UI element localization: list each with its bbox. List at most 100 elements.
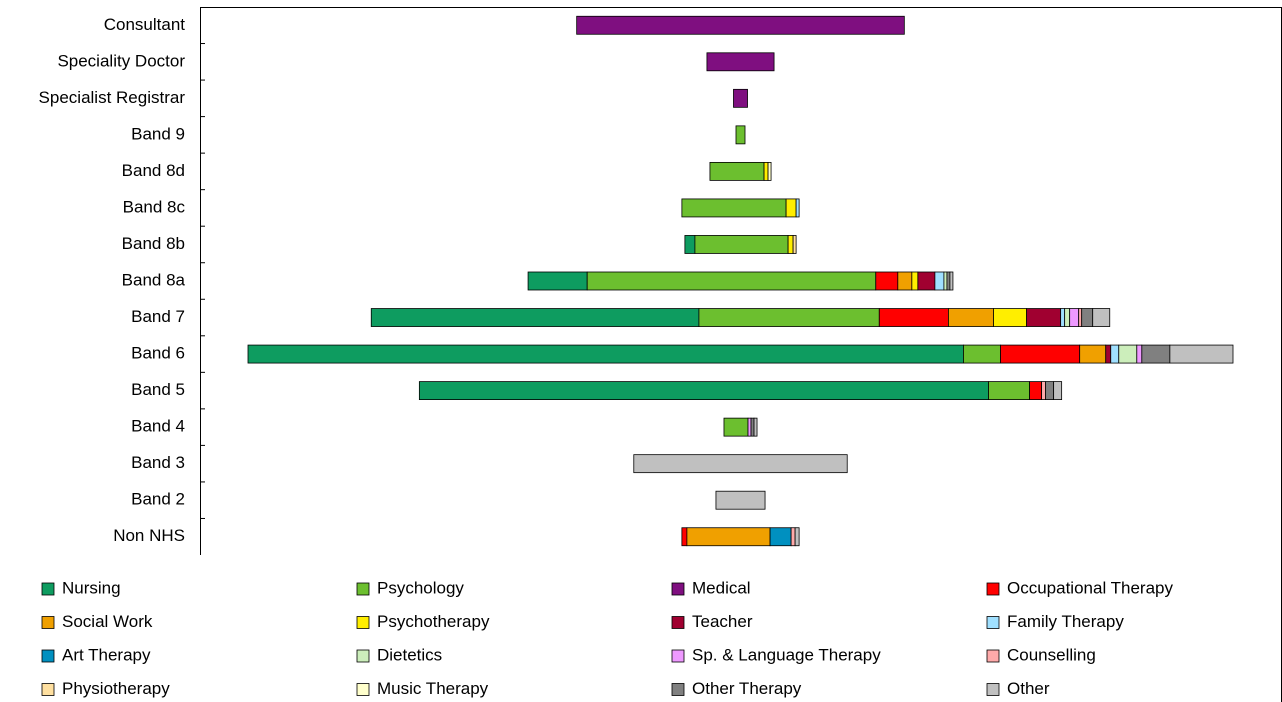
bar-segment bbox=[527, 271, 588, 291]
y-tick-label: Band 3 bbox=[131, 453, 185, 472]
legend-label: Social Work bbox=[62, 612, 153, 631]
y-tick-label: Band 5 bbox=[131, 380, 185, 399]
bar-segment bbox=[698, 308, 880, 327]
bar-segment bbox=[1064, 308, 1071, 327]
bar-segment bbox=[993, 308, 1027, 327]
legend-label: Music Therapy bbox=[377, 679, 489, 698]
legend-swatch bbox=[356, 683, 370, 696]
bar-segment bbox=[1041, 381, 1047, 401]
bar-segment bbox=[1105, 344, 1112, 364]
bar-segment bbox=[1078, 308, 1083, 327]
bar-segment bbox=[787, 235, 794, 254]
bar-segment bbox=[1069, 308, 1080, 327]
bar-segment bbox=[686, 527, 771, 547]
legend-label: Psychology bbox=[377, 578, 464, 597]
legend-swatch bbox=[671, 683, 685, 696]
bar-segment bbox=[706, 52, 775, 72]
y-tick-label: Band 9 bbox=[131, 124, 185, 143]
legend-swatch bbox=[671, 616, 685, 629]
y-tick-label: Non NHS bbox=[113, 526, 185, 545]
bar-segment bbox=[1000, 344, 1081, 364]
bar-segment bbox=[1136, 344, 1143, 364]
y-tick-label: Speciality Doctor bbox=[57, 51, 185, 70]
bar-segment bbox=[247, 344, 964, 364]
bar-segment bbox=[1029, 381, 1043, 401]
bar-segment bbox=[1045, 381, 1055, 401]
bar-segment bbox=[684, 235, 696, 254]
bar-segment bbox=[1169, 344, 1234, 364]
bar-segment bbox=[1110, 344, 1120, 364]
bar-segment bbox=[709, 161, 765, 181]
legend-swatch bbox=[356, 582, 370, 596]
bar-segment bbox=[1026, 308, 1062, 327]
y-tick-label: Band 2 bbox=[131, 490, 185, 509]
legend-label: Other Therapy bbox=[692, 679, 802, 698]
y-tick-label: Band 8c bbox=[123, 197, 186, 216]
bar-segment bbox=[763, 161, 769, 181]
bar-segment bbox=[753, 417, 758, 437]
legend-label: Other bbox=[1007, 679, 1050, 698]
y-tick-label: Band 8d bbox=[122, 161, 185, 180]
bar-segment bbox=[1081, 308, 1094, 327]
bar-segment bbox=[934, 271, 945, 291]
bar-segment bbox=[917, 271, 936, 291]
bar-segment bbox=[735, 125, 746, 145]
bar-segment bbox=[948, 308, 994, 327]
legend-label: Family Therapy bbox=[1007, 612, 1124, 631]
legend-swatch bbox=[41, 582, 55, 596]
bar-segment bbox=[747, 417, 752, 437]
legend-swatch bbox=[41, 616, 55, 629]
legend-swatch bbox=[986, 649, 1000, 663]
bar-segment bbox=[795, 198, 800, 218]
bar-segment bbox=[963, 344, 1001, 364]
bar-segment bbox=[418, 381, 989, 401]
bar-segment bbox=[794, 527, 800, 547]
bar-segment bbox=[586, 271, 877, 291]
y-tick-label: Band 4 bbox=[131, 417, 185, 436]
bar-segment bbox=[988, 381, 1030, 401]
bar-segment bbox=[681, 527, 688, 547]
legend-swatch bbox=[671, 649, 685, 663]
bar-segment bbox=[897, 271, 913, 291]
y-tick-label: Band 6 bbox=[131, 344, 185, 363]
bar-segment bbox=[723, 417, 749, 437]
bar-segment bbox=[750, 417, 755, 437]
legend-label: Sp. & Language Therapy bbox=[692, 645, 881, 664]
bar-segment bbox=[694, 235, 789, 254]
bar-segment bbox=[1092, 308, 1111, 327]
bar-segment bbox=[767, 161, 772, 181]
bar-segment bbox=[1141, 344, 1171, 364]
legend-swatch bbox=[41, 683, 55, 696]
bar-segment bbox=[946, 271, 951, 291]
legend-swatch bbox=[356, 616, 370, 629]
bar-segment bbox=[790, 527, 796, 547]
y-tick-label: Band 8a bbox=[122, 270, 186, 289]
bar-segment bbox=[1118, 344, 1138, 364]
bar-segment bbox=[633, 454, 848, 474]
legend-swatch bbox=[986, 616, 1000, 629]
bar-segment bbox=[785, 198, 797, 218]
bar-segment bbox=[1060, 308, 1066, 327]
y-tick-label: Band 7 bbox=[131, 307, 185, 326]
bar-segment bbox=[370, 308, 700, 327]
legend-swatch bbox=[41, 649, 55, 663]
bar-segment bbox=[1053, 381, 1063, 401]
legend-label: Medical bbox=[692, 578, 751, 597]
legend-label: Physiotherapy bbox=[62, 679, 170, 698]
bar-segment bbox=[576, 15, 905, 35]
legend-label: Dietetics bbox=[377, 645, 442, 664]
bar-segment bbox=[792, 235, 797, 254]
bar-segment bbox=[715, 490, 766, 510]
legend-label: Nursing bbox=[62, 578, 121, 597]
legend-label: Occupational Therapy bbox=[1007, 578, 1174, 597]
legend-swatch bbox=[356, 649, 370, 663]
bar-segment bbox=[878, 308, 949, 327]
legend-swatch bbox=[986, 582, 1000, 596]
legend-swatch bbox=[671, 582, 685, 596]
y-tick-label: Band 8b bbox=[122, 234, 185, 253]
bar-segment bbox=[681, 198, 787, 218]
bar-segment bbox=[911, 271, 919, 291]
legend-swatch bbox=[986, 683, 1000, 696]
legend-label: Psychotherapy bbox=[377, 612, 490, 631]
